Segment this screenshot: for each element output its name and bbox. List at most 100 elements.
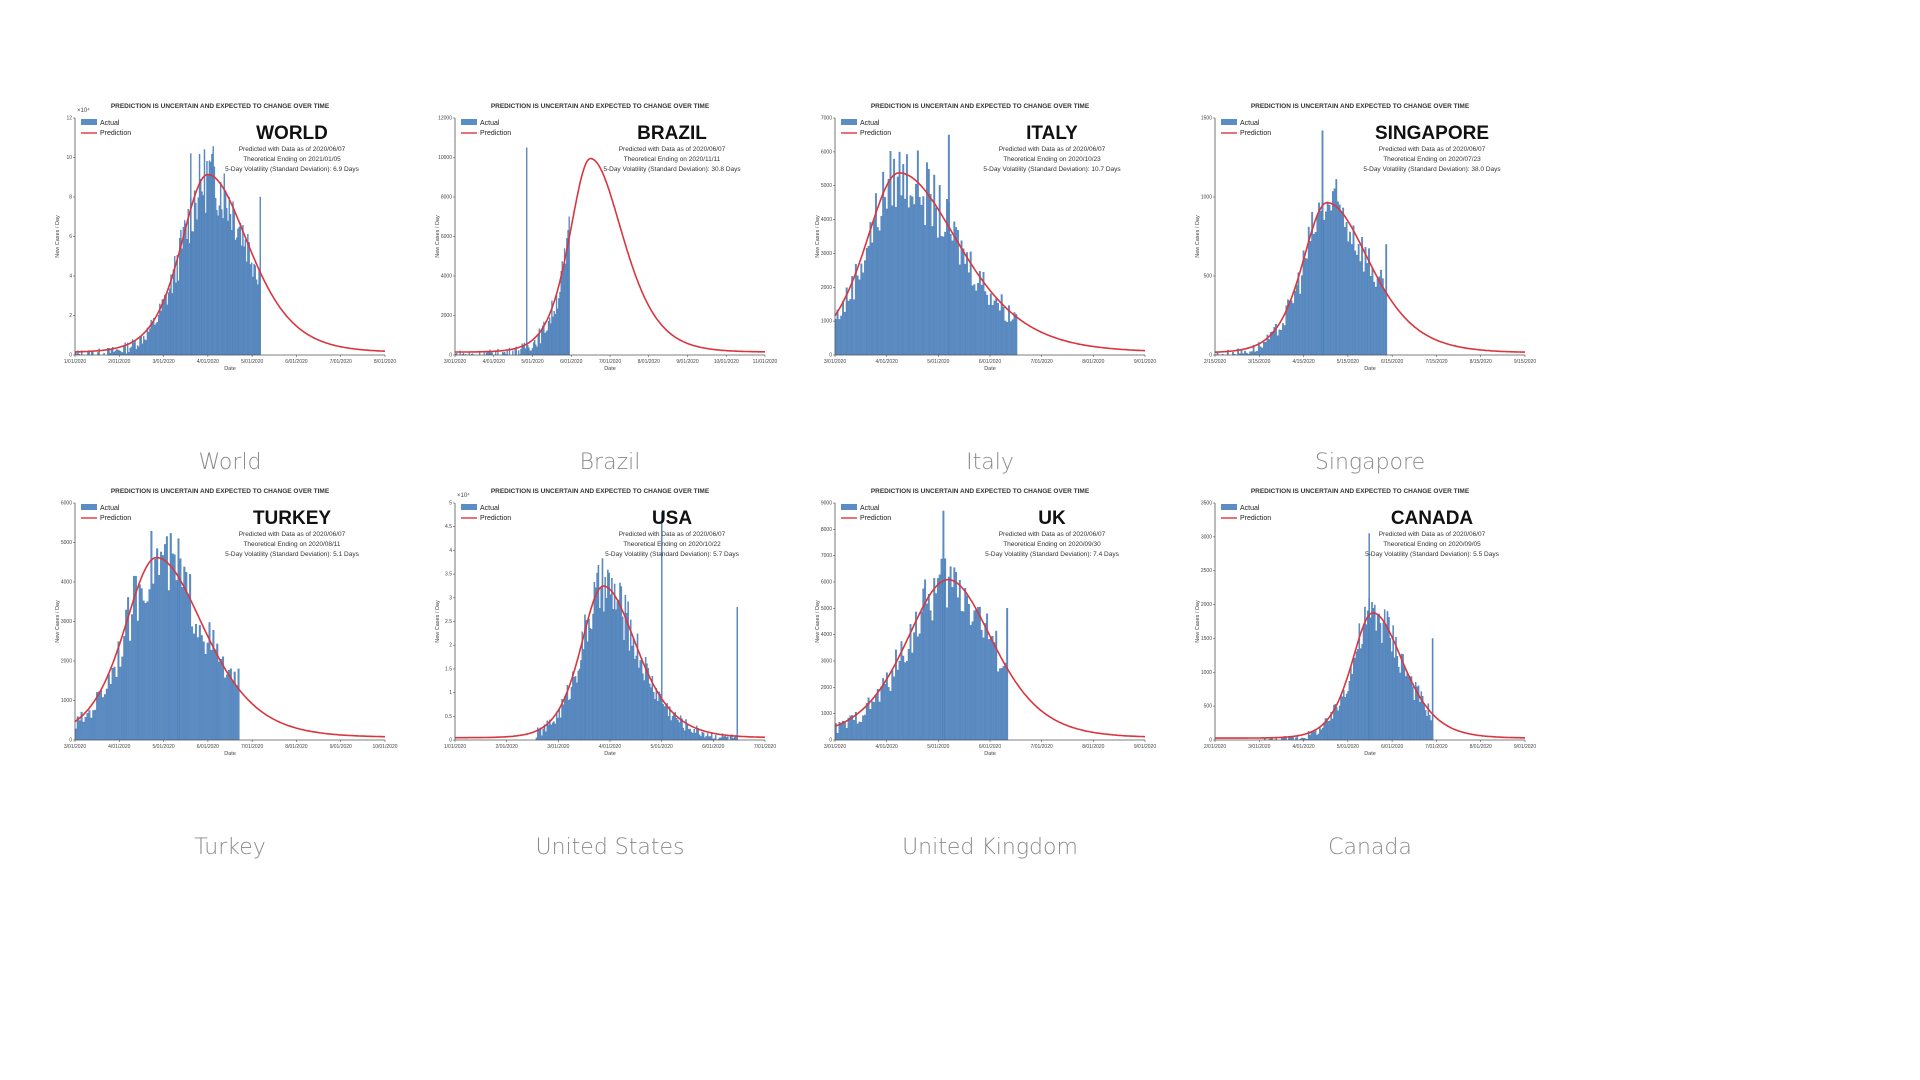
x-tick-label: 8/15/2020 [1470,359,1492,365]
actual-bar [1409,676,1411,741]
actual-bar [675,718,678,741]
x-tick-label: 2/01/2020 [1204,744,1226,750]
actual-bar [929,193,932,356]
actual-bar [878,701,881,741]
actual-bar [182,226,185,356]
actual-bar [238,226,240,356]
actual-bar [181,248,183,356]
actual-bar [659,693,662,741]
actual-bar [907,648,910,741]
y-axis-label: New Cases / Day [435,600,441,643]
actual-bar [94,709,97,741]
legend: Actual Prediction [461,504,511,522]
actual-bar [1232,352,1234,356]
actual-bar [257,284,259,356]
chart-info-line: Theoretical Ending on 2021/01/05 [243,156,341,163]
actual-bar [840,723,843,741]
actual-bar [205,212,207,356]
actual-bar [160,551,163,741]
x-tick-label: 10/01/2020 [714,359,739,365]
actual-bar [920,611,923,741]
actual-bar [1283,325,1286,356]
actual-bar [569,698,571,741]
x-tick-label: 2/01/2020 [108,359,130,365]
actual-bar [1369,617,1372,741]
actual-bar [836,733,839,741]
actual-bar [727,736,729,741]
actual-bar [1410,676,1413,741]
actual-bar [223,173,226,356]
actual-bar [90,351,93,356]
actual-bar [1376,278,1379,356]
actual-bar [975,609,978,741]
y-tick-label: 1000 [61,698,72,704]
actual-bar [1278,329,1281,356]
actual-bar [936,237,939,356]
actual-bar [973,610,976,741]
actual-bar [98,348,100,356]
warning-text: PREDICTION IS UNCERTAIN AND EXPECTED TO … [491,488,710,495]
x-tick-label: 3/01/2020 [152,359,174,365]
x-axis-label: Date [604,751,616,757]
actual-bar-peak [1368,533,1370,741]
actual-bar [989,293,992,356]
actual-bar [1263,341,1265,356]
y-tick-label: 0 [449,738,452,744]
actual-bar [225,674,228,741]
actual-bar [969,624,972,741]
actual-bar [555,711,558,741]
actual-bar [517,350,520,356]
actual-bar [1362,626,1365,741]
actual-bar [1276,335,1279,356]
actual-bar [936,578,939,741]
actual-bar [1328,720,1331,741]
actual-bar [214,649,217,741]
actual-bar [547,724,550,741]
actual-bar [235,685,238,741]
y-tick-label: 2000 [441,313,452,319]
actual-bar [953,221,956,356]
actual-bar [1338,705,1341,741]
actual-bar [117,641,120,741]
actual-bar [231,681,234,741]
actual-bar [927,594,930,741]
actual-bar [1354,657,1356,741]
actual-bar [187,594,190,741]
actual-bar [683,730,686,741]
actual-bar [226,208,228,356]
actual-bar [1331,191,1334,356]
actual-bar [524,348,527,356]
actual-bar [595,587,597,741]
actual-bar [1350,244,1353,356]
actual-bar [146,327,149,356]
actual-bar [1333,188,1336,356]
actual-bar [1259,346,1262,356]
actual-bar [577,670,579,741]
y-tick-label: 0 [69,738,72,744]
legend-prediction-label: Prediction [480,515,511,522]
chart-svg: PREDICTION IS UNCERTAIN AND EXPECTED TO … [1195,103,1536,372]
y-axis-label: New Cases / Day [55,215,61,258]
actual-bar [617,599,620,741]
actual-bar [1392,625,1394,741]
actual-bar [933,578,936,741]
actual-bar [891,205,894,356]
actual-bar [701,732,703,741]
actual-bar [590,629,593,741]
actual-bar [957,230,959,356]
legend-prediction-label: Prediction [480,130,511,137]
y-tick-label: 6000 [821,580,832,586]
actual-bar [545,331,547,356]
actual-bar [938,574,941,741]
actual-bar [1359,648,1362,741]
actual-bar [239,222,242,356]
actual-bar [851,276,854,356]
actual-bar [960,611,963,741]
chart-panel-singapore: PREDICTION IS UNCERTAIN AND EXPECTED TO … [1190,100,1550,475]
actual-bar [858,721,861,741]
actual-bar [176,255,178,356]
actual-bar [183,566,186,741]
chart-info-line: Predicted with Data as of 2020/06/07 [239,531,346,538]
actual-bar [138,584,141,741]
y-tick-label: 0 [69,353,72,359]
